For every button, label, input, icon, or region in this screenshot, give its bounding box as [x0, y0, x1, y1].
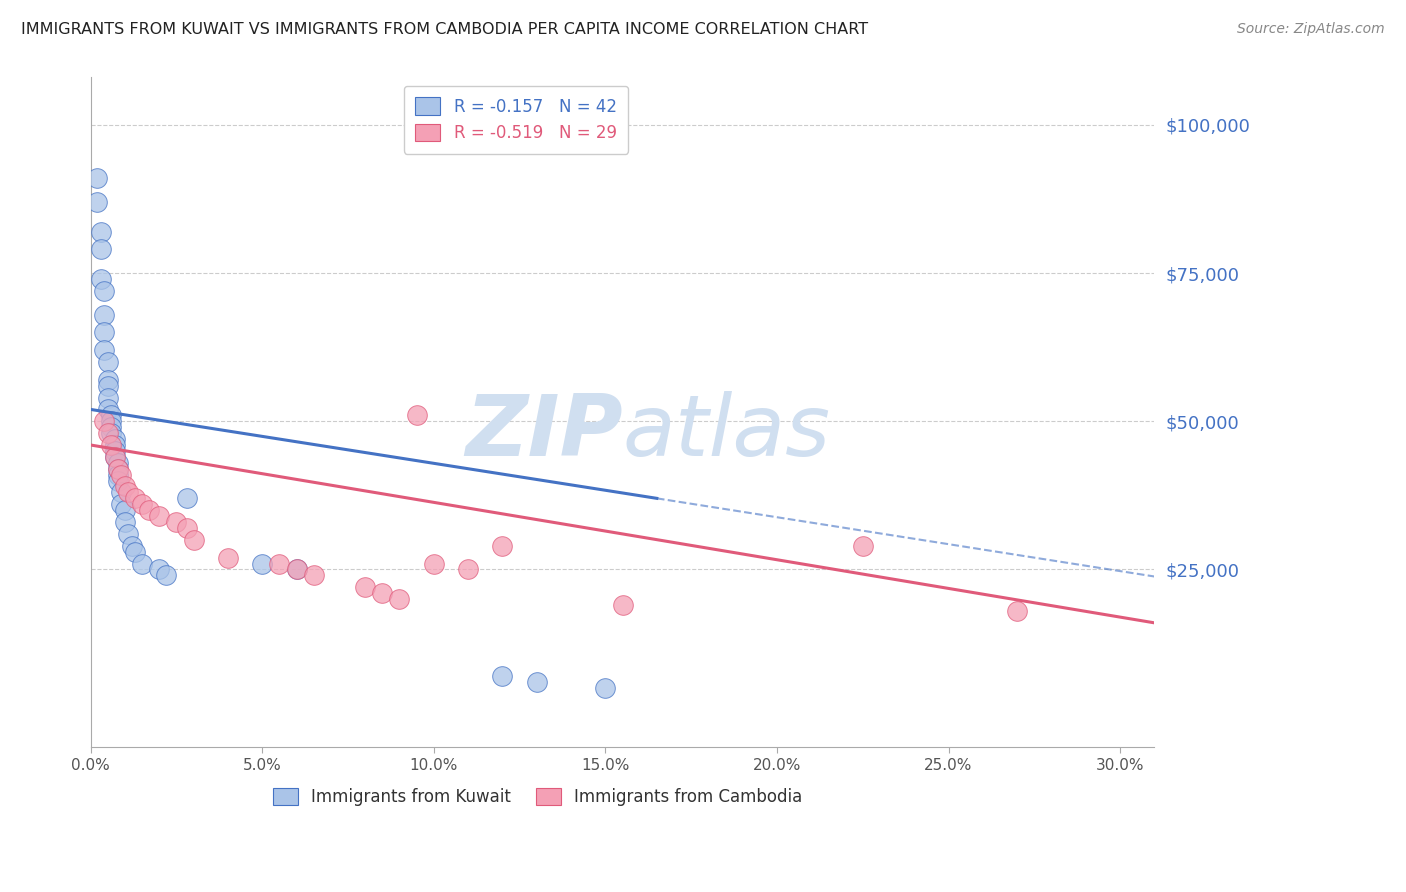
Point — [165, 515, 187, 529]
Point — [97, 402, 120, 417]
Point — [107, 461, 129, 475]
Point — [217, 550, 239, 565]
Point — [114, 515, 136, 529]
Point — [97, 355, 120, 369]
Point — [114, 503, 136, 517]
Point — [100, 438, 122, 452]
Point — [86, 171, 108, 186]
Point — [93, 326, 115, 340]
Point — [107, 474, 129, 488]
Point — [612, 598, 634, 612]
Point — [104, 432, 127, 446]
Point — [423, 557, 446, 571]
Point — [269, 557, 291, 571]
Point — [107, 456, 129, 470]
Point — [110, 485, 132, 500]
Point — [93, 308, 115, 322]
Point — [100, 426, 122, 441]
Point — [491, 539, 513, 553]
Text: atlas: atlas — [623, 391, 831, 474]
Point — [86, 194, 108, 209]
Point — [176, 491, 198, 506]
Point — [155, 568, 177, 582]
Point — [1005, 604, 1028, 618]
Point — [93, 414, 115, 428]
Point — [100, 409, 122, 423]
Point — [97, 373, 120, 387]
Point — [148, 562, 170, 576]
Point — [388, 592, 411, 607]
Point — [131, 497, 153, 511]
Point — [90, 243, 112, 257]
Point — [121, 539, 143, 553]
Point — [285, 562, 308, 576]
Point — [285, 562, 308, 576]
Point — [124, 491, 146, 506]
Point — [114, 479, 136, 493]
Point — [110, 467, 132, 482]
Point — [371, 586, 394, 600]
Point — [97, 378, 120, 392]
Point — [104, 450, 127, 464]
Point — [93, 343, 115, 358]
Point — [354, 580, 377, 594]
Point — [491, 669, 513, 683]
Legend: Immigrants from Kuwait, Immigrants from Cambodia: Immigrants from Kuwait, Immigrants from … — [266, 781, 808, 813]
Point — [104, 444, 127, 458]
Text: IMMIGRANTS FROM KUWAIT VS IMMIGRANTS FROM CAMBODIA PER CAPITA INCOME CORRELATION: IMMIGRANTS FROM KUWAIT VS IMMIGRANTS FRO… — [21, 22, 869, 37]
Point — [117, 485, 139, 500]
Point — [595, 681, 617, 695]
Text: ZIP: ZIP — [465, 391, 623, 474]
Point — [457, 562, 479, 576]
Point — [107, 461, 129, 475]
Point — [97, 426, 120, 441]
Point — [90, 272, 112, 286]
Point — [90, 225, 112, 239]
Point — [176, 521, 198, 535]
Point — [93, 284, 115, 298]
Point — [100, 414, 122, 428]
Point — [107, 467, 129, 482]
Point — [104, 438, 127, 452]
Point — [183, 533, 205, 547]
Point — [250, 557, 273, 571]
Point — [97, 391, 120, 405]
Text: Source: ZipAtlas.com: Source: ZipAtlas.com — [1237, 22, 1385, 37]
Point — [405, 409, 427, 423]
Point — [138, 503, 160, 517]
Point — [110, 497, 132, 511]
Point — [526, 675, 548, 690]
Point — [104, 450, 127, 464]
Point — [124, 545, 146, 559]
Point — [100, 420, 122, 434]
Point — [148, 509, 170, 524]
Point — [131, 557, 153, 571]
Point — [302, 568, 325, 582]
Point — [852, 539, 875, 553]
Point — [117, 527, 139, 541]
